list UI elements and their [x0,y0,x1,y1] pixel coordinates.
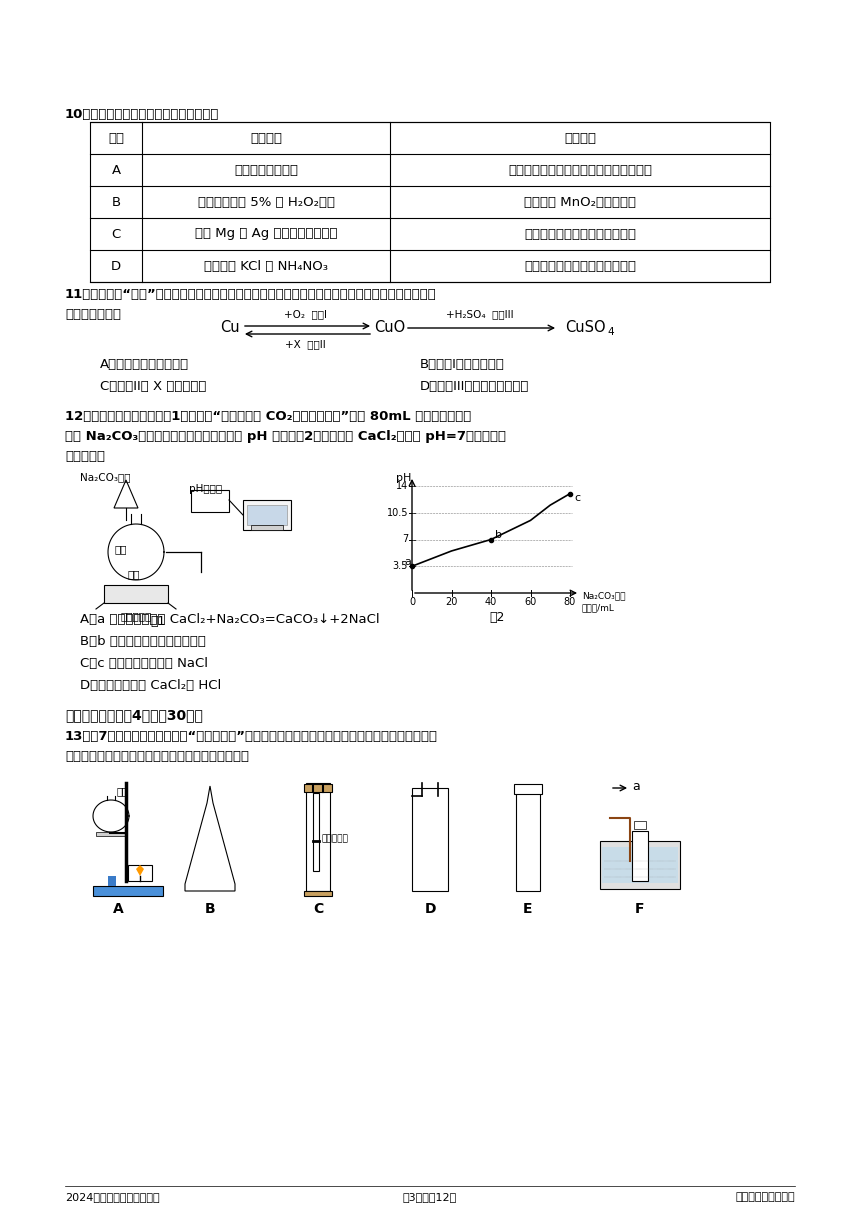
Text: 40: 40 [485,597,497,607]
Text: 20: 20 [445,597,458,607]
Text: E: E [523,902,532,916]
Text: 80: 80 [564,597,576,607]
Text: F: F [636,902,645,916]
Text: 称量镇条燃烧前后固体的质量，进行比较: 称量镇条燃烧前后固体的质量，进行比较 [508,163,652,176]
Text: 2024年九年级教学质量检测: 2024年九年级教学质量检测 [65,1192,160,1201]
Bar [93,886,163,896]
Text: 60: 60 [525,597,537,607]
Text: 法正确的是: 法正确的是 [65,450,105,463]
Text: 选项: 选项 [108,131,124,145]
Text: 的体积/mL: 的体积/mL [582,603,615,612]
Bar [304,891,332,896]
Text: 7: 7 [402,535,408,545]
Text: a: a [632,779,640,793]
Polygon shape [185,786,235,891]
Text: 鉴别化肆 KCl 和 NH₄NO₃: 鉴别化肆 KCl 和 NH₄NO₃ [204,259,328,272]
Text: CuSO: CuSO [565,321,605,336]
Text: 第3页，入12页: 第3页，入12页 [402,1192,458,1201]
Bar [313,793,319,871]
Text: 3.5: 3.5 [393,562,408,572]
Text: C: C [313,902,323,916]
Bar [108,876,116,886]
Text: 0: 0 [409,597,415,607]
Text: 化学、物理（合卷）: 化学、物理（合卷） [735,1192,795,1201]
Text: D．该废液中含有 CaCl₂和 HCl: D．该废液中含有 CaCl₂和 HCl [80,679,221,692]
Text: 取样，加水溶解后观察温度变化: 取样，加水溶解后观察温度变化 [524,259,636,272]
Text: 列说法正确的是: 列说法正确的是 [65,308,121,321]
Text: 14: 14 [396,482,408,491]
Text: 实验目的: 实验目的 [250,131,282,145]
Polygon shape [136,865,144,876]
Text: Cu: Cu [220,321,240,336]
Text: b: b [495,530,502,540]
Text: 磁子: 磁子 [128,569,140,579]
Text: 棉花: 棉花 [117,786,129,796]
Text: 加入等浓度的稀硫酸，观察现象: 加入等浓度的稀硫酸，观察现象 [524,227,636,241]
Text: 验证质量守恒定律: 验证质量守恒定律 [234,163,298,176]
Polygon shape [114,480,138,508]
Text: 二、非选择题（兲4题，入30分）: 二、非选择题（兲4题，入30分） [65,708,203,722]
Text: 12．某化学学习小组利用图1装置探究“实验室制取 CO₂后的废液组成”。将 80mL 一定溶质质量分: 12．某化学学习小组利用图1装置探究“实验室制取 CO₂后的废液组成”。将 80… [65,410,471,423]
Text: +O₂  反应I: +O₂ 反应I [284,309,327,319]
Bar [632,831,648,882]
Bar [304,784,332,792]
Text: 鉴别蒸馏水和 5% 的 H₂O₂溶液: 鉴别蒸馏水和 5% 的 H₂O₂溶液 [198,196,335,208]
Text: 多孔塑料片: 多孔塑料片 [322,834,349,843]
Text: 13．（7分）某化学学习小组以“气体的制备”为主题开展跨学科实践活动，实验室现有高锤酸锤、块: 13．（7分）某化学学习小组以“气体的制备”为主题开展跨学科实践活动，实验室现有… [65,730,438,743]
Text: 10．下列实验方法不能达到实验目的的是: 10．下列实验方法不能达到实验目的的是 [65,108,219,122]
Bar [243,500,291,530]
Bar [104,585,168,603]
Text: B．反应I属于化合反应: B．反应I属于化合反应 [420,358,505,371]
Text: A: A [113,902,123,916]
Text: pH传感器: pH传感器 [189,484,222,494]
Bar [516,788,540,891]
Text: 图2: 图2 [490,610,505,624]
Text: 比较 Mg 和 Ag 的金属活动性强弱: 比较 Mg 和 Ag 的金属活动性强弱 [194,227,337,241]
Text: pH: pH [396,473,411,483]
Text: 加入少量 MnO₂，观察现象: 加入少量 MnO₂，观察现象 [524,196,636,208]
Text: A．青铜的硬度比纯铜小: A．青铜的硬度比纯铜小 [100,358,189,371]
Text: Na₂CO₃溶液: Na₂CO₃溶液 [80,472,131,482]
Text: D: D [424,902,436,916]
Text: B．b 点的实验现象为有气泡产生: B．b 点的实验现象为有气泡产生 [80,635,206,648]
Text: 图1: 图1 [150,615,166,627]
Bar [191,490,229,512]
Bar [634,821,646,829]
Text: B: B [112,196,120,208]
Bar [251,525,283,530]
Text: 4: 4 [607,327,614,337]
Text: +X  反应II: +X 反应II [285,339,325,349]
Text: +H₂SO₄  反应III: +H₂SO₄ 反应III [446,309,513,319]
Text: 数的 Na₂CO₃溶液逐渐加入废液，瓶内溶液 pH 变化如图2所示（已知 CaCl₂溶液的 pH=7）。下列说: 数的 Na₂CO₃溶液逐渐加入废液，瓶内溶液 pH 变化如图2所示（已知 CaC… [65,430,506,443]
Bar [412,788,448,891]
Text: 11．青铜古称“古金”，是金属冶铸史上最早出现的合金，部分铜及其化合物的转化关系如图所示，下: 11．青铜古称“古金”，是金属冶铸史上最早出现的合金，部分铜及其化合物的转化关系… [65,288,437,302]
Bar [90,122,770,282]
Text: c: c [574,492,580,502]
Text: Na₂CO₃溶液: Na₂CO₃溶液 [582,591,625,599]
Bar [602,848,678,883]
Text: D．反应III中溶液无明显变化: D．反应III中溶液无明显变化 [420,379,530,393]
Text: B: B [205,902,215,916]
Bar [247,505,287,525]
Bar [128,865,152,882]
Text: C．反应II中 X 一定是单质: C．反应II中 X 一定是单质 [100,379,206,393]
Bar [600,841,680,889]
Text: 状大理石、稀盐酸以及下列仓器，请回答下列问题：: 状大理石、稀盐酸以及下列仓器，请回答下列问题： [65,750,249,762]
Bar [96,832,126,837]
Text: A．a 点发生的反应为 CaCl₂+Na₂CO₃=CaCO₃↓+2NaCl: A．a 点发生的反应为 CaCl₂+Na₂CO₃=CaCO₃↓+2NaCl [80,613,379,626]
Text: A: A [112,163,120,176]
Text: a: a [404,557,411,567]
Text: C．c 点溶液中溶质只有 NaCl: C．c 点溶液中溶质只有 NaCl [80,657,208,670]
Bar [514,784,542,794]
Text: 磁力搞拌器: 磁力搞拌器 [120,610,151,621]
Text: D: D [111,259,121,272]
Bar [306,783,330,891]
Text: 废液: 废液 [114,544,127,554]
Text: 实验方法: 实验方法 [564,131,596,145]
Text: 10.5: 10.5 [386,508,408,518]
Text: C: C [112,227,120,241]
Text: CuO: CuO [374,321,406,336]
